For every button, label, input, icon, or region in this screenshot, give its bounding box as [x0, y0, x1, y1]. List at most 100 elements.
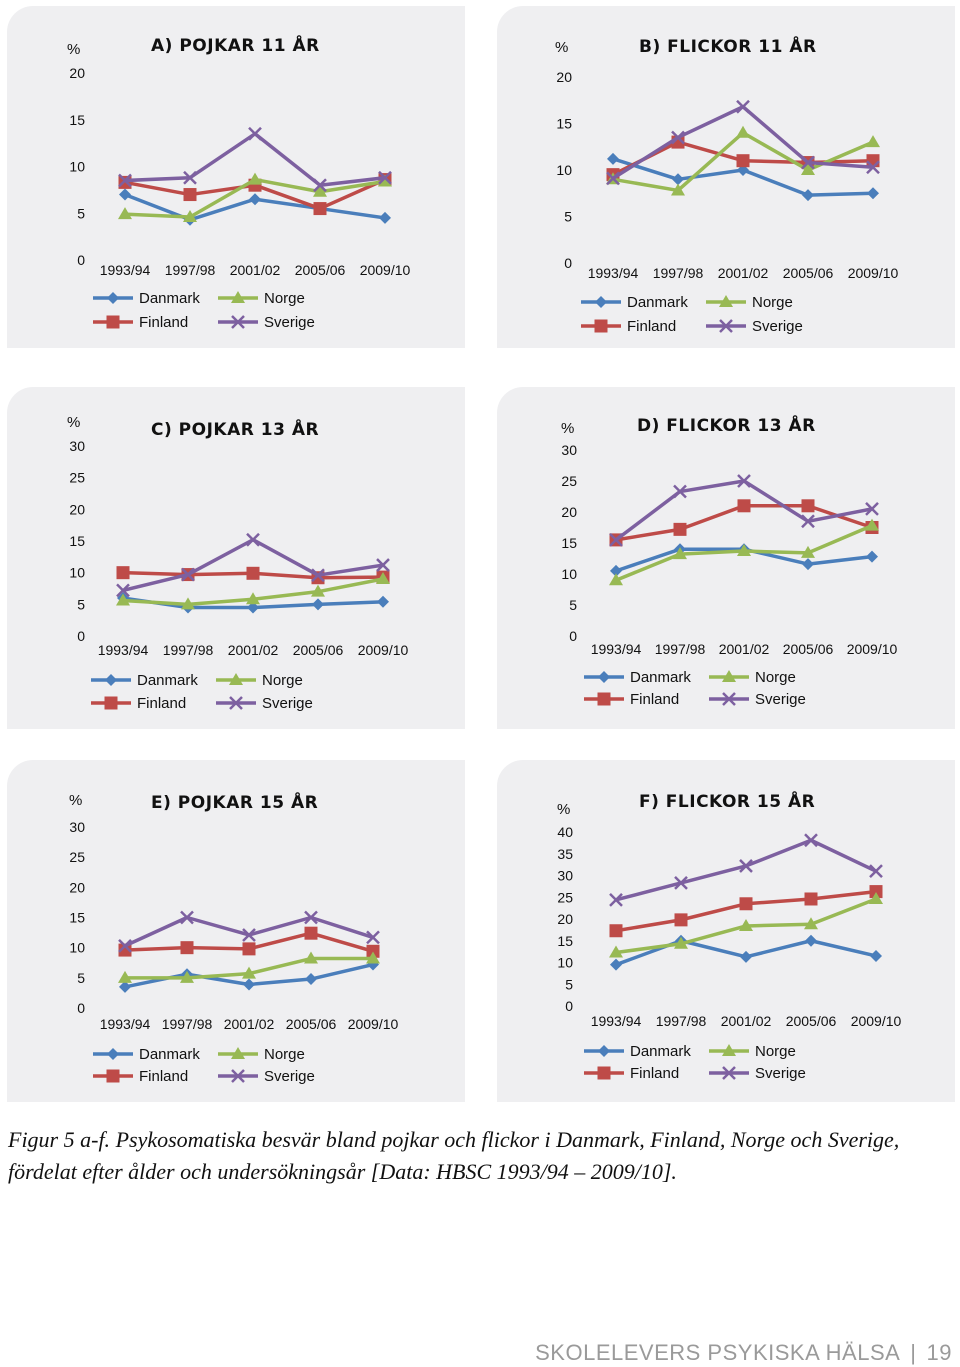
legend-marker-danmark [107, 1048, 119, 1060]
data-point-danmark [610, 564, 622, 577]
data-point-danmark [802, 558, 814, 571]
x-tick-label: 1993/94 [591, 641, 642, 657]
legend-label: Norge [755, 669, 796, 686]
data-point-finland [804, 892, 818, 906]
data-point-norge [181, 597, 195, 610]
data-point-danmark [805, 934, 817, 947]
chart-a-svg: A) POJKAR 11 ÅR% 0 5 10 15 20 1993/94 1997/98 20… [67, 33, 411, 331]
series-sverige [609, 474, 879, 547]
legend-label: Sverige [755, 1065, 806, 1082]
legend-label: Danmark [139, 1046, 200, 1063]
data-point-sverige [311, 568, 325, 583]
y-axis-unit-label: % [557, 801, 570, 818]
data-point-sverige [609, 533, 623, 547]
y-tick-label: 10 [561, 566, 577, 582]
data-point-finland [242, 942, 256, 956]
legend-marker-sverige [722, 692, 736, 706]
y-axis-unit-label: % [69, 792, 82, 809]
data-point-finland [246, 566, 260, 580]
data-point-finland [116, 566, 130, 580]
data-point-sverige [737, 474, 751, 488]
x-tick-label: 2009/10 [348, 1016, 399, 1032]
x-tick-label: 1997/98 [163, 642, 214, 658]
x-tick-label: 2009/10 [851, 1013, 902, 1029]
legend-marker-finland [106, 1069, 120, 1083]
data-point-sverige [674, 876, 688, 890]
data-point-norge [801, 545, 815, 558]
y-tick-label: 0 [569, 628, 577, 644]
legend-marker-danmark [598, 671, 610, 683]
legend-label: Finland [627, 318, 676, 335]
legend-label: Sverige [752, 318, 803, 335]
y-tick-label: 20 [69, 65, 85, 81]
legend-marker-norge [719, 295, 733, 307]
data-point-norge [248, 172, 262, 185]
data-point-norge [674, 936, 688, 949]
series-norge [118, 951, 380, 983]
legend-label: Finland [139, 314, 188, 331]
figure-caption: Figur 5 a-f. Psykosomatiska besvär bland… [8, 1124, 953, 1188]
legend-marker-finland [597, 692, 611, 706]
y-tick-label: 5 [77, 205, 85, 221]
data-point-sverige [736, 99, 750, 114]
series-sverige [606, 99, 880, 186]
y-tick-label: 10 [557, 955, 573, 971]
caption-label: Figur 5 a-f. [8, 1127, 111, 1152]
data-point-norge [378, 174, 392, 187]
data-point-norge [376, 572, 390, 584]
series-sverige [118, 910, 380, 953]
series-sverige [116, 532, 390, 598]
legend-item-sverige: Sverige [706, 318, 803, 335]
y-tick-label: 40 [557, 824, 573, 840]
data-point-norge [671, 183, 685, 196]
legend-label: Norge [262, 672, 303, 689]
y-tick-label: 20 [556, 69, 572, 85]
legend-item-sverige: Sverige [218, 1068, 315, 1085]
data-point-sverige [181, 567, 195, 582]
legend-marker-finland [104, 696, 118, 710]
x-tick-label: 1993/94 [100, 262, 151, 278]
footer-separator: | [910, 1340, 917, 1365]
data-point-norge [865, 518, 879, 531]
legend-item-norge: Norge [218, 1046, 305, 1063]
y-tick-label: 15 [556, 116, 572, 132]
legend-marker-danmark [598, 1045, 610, 1057]
x-tick-label: 2001/02 [228, 642, 279, 658]
legend-label: Sverige [262, 695, 313, 712]
legend-marker-norge [231, 291, 245, 303]
series-norge [609, 891, 883, 958]
legend-marker-danmark [105, 674, 117, 686]
data-point-norge [313, 184, 327, 197]
x-tick-label: 2005/06 [786, 1013, 837, 1029]
x-tick-label: 2001/02 [719, 641, 770, 657]
x-tick-label: 2001/02 [721, 1013, 772, 1029]
legend-item-danmark: Danmark [93, 1046, 200, 1063]
y-axis-unit-label: % [67, 41, 80, 58]
data-point-danmark [607, 152, 619, 165]
x-tick-label: 2005/06 [783, 641, 834, 657]
data-point-finland [674, 913, 688, 927]
data-point-sverige [673, 484, 687, 499]
legend-marker-norge [722, 1044, 736, 1056]
legend-label: Danmark [630, 1043, 691, 1060]
data-point-sverige [246, 532, 260, 547]
y-tick-label: 0 [77, 628, 85, 644]
page-footer: SKOLELEVERS PSYKISKA HÄLSA | 19 [535, 1340, 952, 1366]
legend-item-norge: Norge [709, 669, 796, 686]
data-point-norge [737, 544, 751, 557]
data-point-finland [183, 188, 197, 202]
chart-panel-f: F) FLICKOR 15 ÅR% 0 5 10 15 20 25 30 35 40 1993/94… [497, 760, 955, 1102]
data-point-sverige [609, 892, 623, 907]
x-tick-label: 2001/02 [230, 262, 281, 278]
data-point-finland [609, 924, 623, 938]
data-point-finland [737, 499, 751, 513]
data-point-sverige [378, 170, 392, 185]
legend-item-norge: Norge [709, 1043, 796, 1060]
legend-marker-danmark [595, 296, 607, 308]
legend-marker-sverige [229, 696, 243, 710]
legend-label: Sverige [264, 1068, 315, 1085]
legend-item-sverige: Sverige [709, 1065, 806, 1082]
y-tick-label: 10 [69, 940, 85, 956]
data-point-sverige [869, 864, 883, 879]
data-point-sverige [116, 583, 130, 598]
